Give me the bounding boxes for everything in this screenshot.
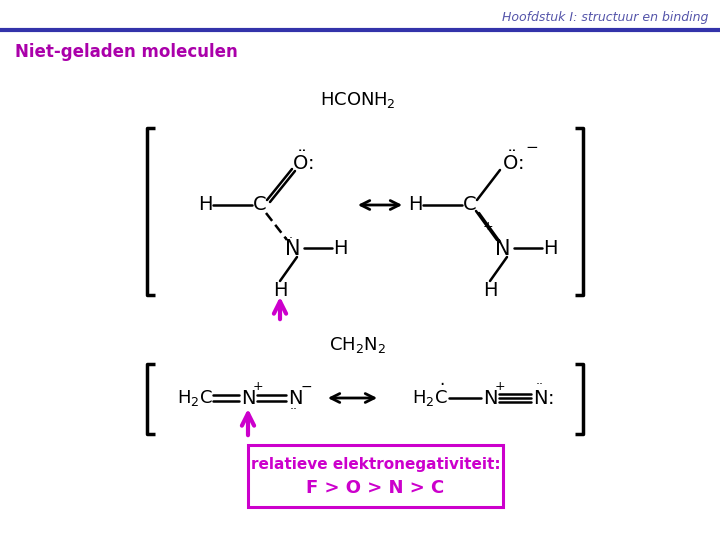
Text: C: C <box>463 195 477 214</box>
Text: CH$_2$N$_2$: CH$_2$N$_2$ <box>330 335 387 355</box>
Text: H: H <box>482 280 498 300</box>
Text: H$_2$C: H$_2$C <box>412 388 448 408</box>
Bar <box>248 445 503 507</box>
Text: N: N <box>285 239 301 259</box>
Text: :: : <box>548 388 554 408</box>
Text: relatieve elektronegativiteit:: relatieve elektronegativiteit: <box>251 456 500 471</box>
Text: N: N <box>495 239 510 259</box>
Text: +: + <box>253 381 264 394</box>
Text: N: N <box>482 388 498 408</box>
Text: $\ddot{\mathrm{O}}$:: $\ddot{\mathrm{O}}$: <box>503 150 523 174</box>
Text: HCONH$_2$: HCONH$_2$ <box>320 90 396 110</box>
Text: H: H <box>198 195 212 214</box>
Text: Hoofdstuk I: structuur en binding: Hoofdstuk I: structuur en binding <box>502 11 708 24</box>
Text: N: N <box>288 388 302 408</box>
Text: $\ddot{\mathrm{O}}$:: $\ddot{\mathrm{O}}$: <box>292 150 314 174</box>
Text: N: N <box>240 388 256 408</box>
Text: ··: ·· <box>290 403 298 416</box>
Text: +: + <box>482 220 493 233</box>
Text: ·: · <box>289 233 293 246</box>
Text: H: H <box>273 280 287 300</box>
Text: C: C <box>253 195 267 214</box>
Text: ·: · <box>439 376 445 394</box>
Text: N: N <box>533 388 547 408</box>
Text: ·: · <box>284 233 288 246</box>
Text: −: − <box>526 140 539 156</box>
Text: Niet-geladen moleculen: Niet-geladen moleculen <box>15 43 238 61</box>
Text: H: H <box>408 195 422 214</box>
Text: F > O > N > C: F > O > N > C <box>307 479 445 497</box>
Text: −: − <box>300 380 312 394</box>
Text: H: H <box>333 239 347 258</box>
Text: ··: ·· <box>536 379 544 392</box>
Text: H: H <box>543 239 557 258</box>
Text: H$_2$C: H$_2$C <box>177 388 213 408</box>
Text: +: + <box>495 381 505 394</box>
